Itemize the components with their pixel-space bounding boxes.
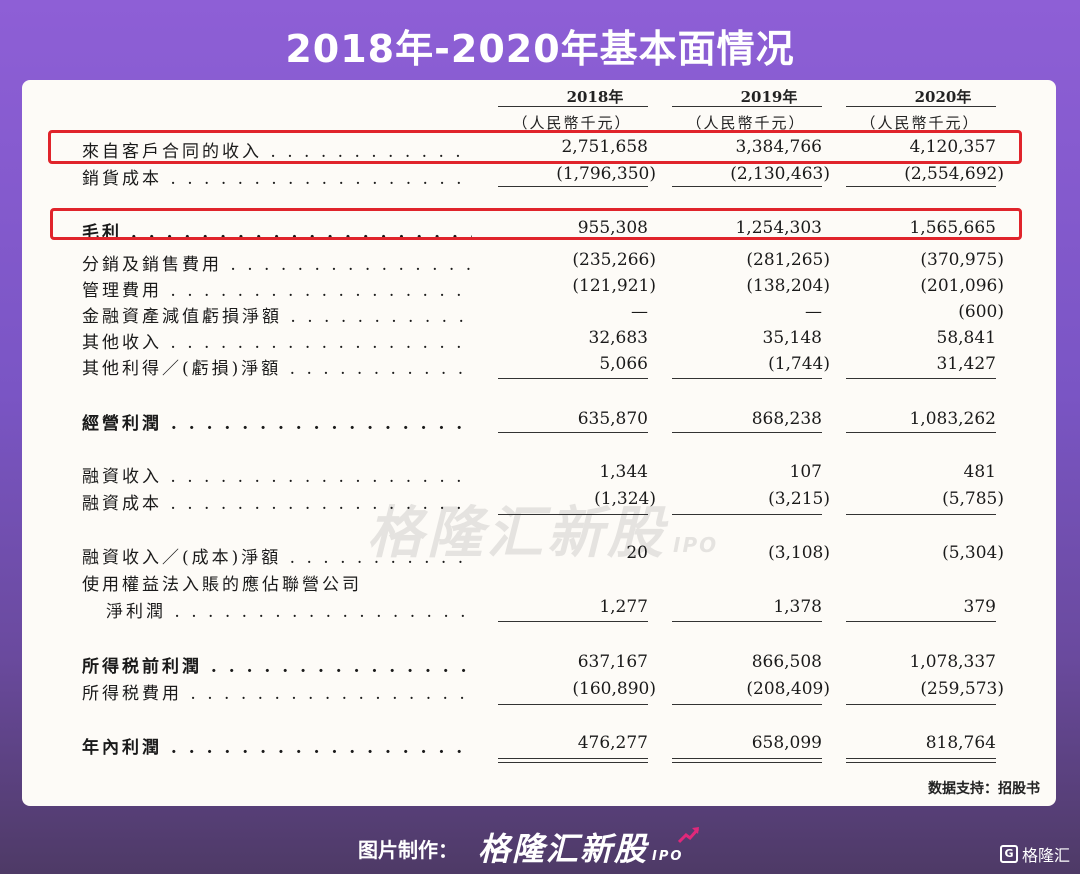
row-label: 其他收入 . . . . . . . . . . . . . . . . . .… <box>82 333 472 353</box>
row-label: 其他利得／(虧損)淨額 . . . . . . . . . . . . . . <box>82 359 472 379</box>
row-value: 818,764 <box>925 733 996 753</box>
unit-label-2019: （人民幣千元） <box>686 114 806 132</box>
row-value: 481 <box>963 462 996 482</box>
footer: 图片制作： 格隆汇新股 IPO G 格隆汇 <box>0 826 1080 874</box>
corner-logo: G 格隆汇 <box>999 842 1070 866</box>
row-label: 管理費用 . . . . . . . . . . . . . . . . . .… <box>82 281 472 301</box>
row-value: 658,099 <box>751 733 822 753</box>
row-value: (201,096) <box>920 276 1004 296</box>
column-header-2020: 2020年 <box>914 88 972 106</box>
row-label: 使用權益法入賬的應佔聯營公司 <box>82 575 362 595</box>
row-label: 融資收入／(成本)淨額 . . . . . . . . . . . . . . <box>82 548 472 568</box>
page-title: 2018年-2020年基本面情况 <box>285 27 795 71</box>
row-value: (1,796,350) <box>556 164 656 184</box>
row-label: 分銷及銷售費用 . . . . . . . . . . . . . . . . … <box>82 255 472 275</box>
row-label: 所得税費用 . . . . . . . . . . . . . . . . . … <box>82 684 472 704</box>
row-value: 5,066 <box>599 354 648 374</box>
row-value: (5,304) <box>942 543 1004 563</box>
row-label-profit-before-tax: 所得税前利潤 . . . . . . . . . . . . . . . . .… <box>82 657 472 677</box>
row-value: (3,215) <box>768 489 830 509</box>
row-value: 1,277 <box>599 597 648 617</box>
row-label-revenue: 來自客戶合同的收入 . . . . . . . . . . . . . . . … <box>82 142 472 162</box>
row-label: 融資成本 . . . . . . . . . . . . . . . . . .… <box>82 494 472 514</box>
row-value: 2,751,658 <box>561 137 648 157</box>
watermark: 格隆汇新股 IPO <box>367 501 719 566</box>
row-value: 1,378 <box>773 597 822 617</box>
row-label: 融資收入 . . . . . . . . . . . . . . . . . .… <box>82 467 472 487</box>
row-value: (281,265) <box>746 250 830 270</box>
row-value: 31,427 <box>936 354 996 374</box>
row-value: (259,573) <box>920 679 1004 699</box>
row-value: 58,841 <box>936 328 996 348</box>
row-value: (600) <box>958 302 1004 322</box>
row-value: 637,167 <box>577 652 648 672</box>
row-value: 955,308 <box>577 218 648 238</box>
row-value: 32,683 <box>588 328 648 348</box>
row-value: — <box>805 302 822 322</box>
row-value: 1,344 <box>599 462 648 482</box>
row-value: (138,204) <box>746 276 830 296</box>
row-value: (1,324) <box>594 489 656 509</box>
row-value: (160,890) <box>572 679 656 699</box>
row-value: (370,975) <box>920 250 1004 270</box>
row-value: 107 <box>789 462 822 482</box>
row-label: 淨利潤 . . . . . . . . . . . . . . . . . . … <box>106 602 472 622</box>
row-label-cost-of-sales: 銷貨成本 . . . . . . . . . . . . . . . . . .… <box>82 169 472 189</box>
g-logo-icon: G <box>999 845 1018 863</box>
row-value: (235,266) <box>572 250 656 270</box>
row-value: 379 <box>963 597 996 617</box>
row-value: 1,565,665 <box>909 218 996 238</box>
row-value: 35,148 <box>762 328 822 348</box>
row-label-profit-for-year: 年內利潤 . . . . . . . . . . . . . . . . . .… <box>82 738 472 758</box>
row-value: 1,078,337 <box>909 652 996 672</box>
source-note: 数据支持：招股书 <box>928 781 1040 797</box>
row-value: (1,744) <box>768 354 830 374</box>
row-label-operating-profit: 經營利潤 . . . . . . . . . . . . . . . . . .… <box>82 414 472 434</box>
row-value: 1,254,303 <box>735 218 822 238</box>
row-value: 20 <box>626 543 648 563</box>
row-value: (121,921) <box>572 276 656 296</box>
row-value: 866,508 <box>751 652 822 672</box>
row-value: 868,238 <box>751 409 822 429</box>
made-by-label: 图片制作： <box>358 838 458 862</box>
unit-label-2018: （人民幣千元） <box>512 114 632 132</box>
column-header-2018: 2018年 <box>566 88 624 106</box>
highlight-box-revenue <box>48 130 1022 164</box>
column-header-2019: 2019年 <box>740 88 798 106</box>
row-value: (208,409) <box>746 679 830 699</box>
row-value: (2,130,463) <box>730 164 830 184</box>
row-value: 4,120,357 <box>909 137 996 157</box>
row-value: (5,785) <box>942 489 1004 509</box>
highlight-box-gross-profit <box>50 208 1022 240</box>
row-value: — <box>631 302 648 322</box>
row-value: 635,870 <box>577 409 648 429</box>
income-statement-card: 格隆汇新股 IPO 2018年 2019年 2020年 （人民幣千元） （人民幣千… <box>22 80 1056 806</box>
row-value: 1,083,262 <box>909 409 996 429</box>
brand-logo: 格隆汇新股 IPO <box>478 830 684 868</box>
row-value: (3,108) <box>768 543 830 563</box>
row-value: (2,554,692) <box>904 164 1004 184</box>
unit-label-2020: （人民幣千元） <box>860 114 980 132</box>
row-value: 476,277 <box>577 733 648 753</box>
row-label: 金融資產減值虧損淨額 . . . . . . . . . . . . . . <box>82 307 472 327</box>
trend-arrow-icon <box>678 827 700 844</box>
row-value: 3,384,766 <box>735 137 822 157</box>
